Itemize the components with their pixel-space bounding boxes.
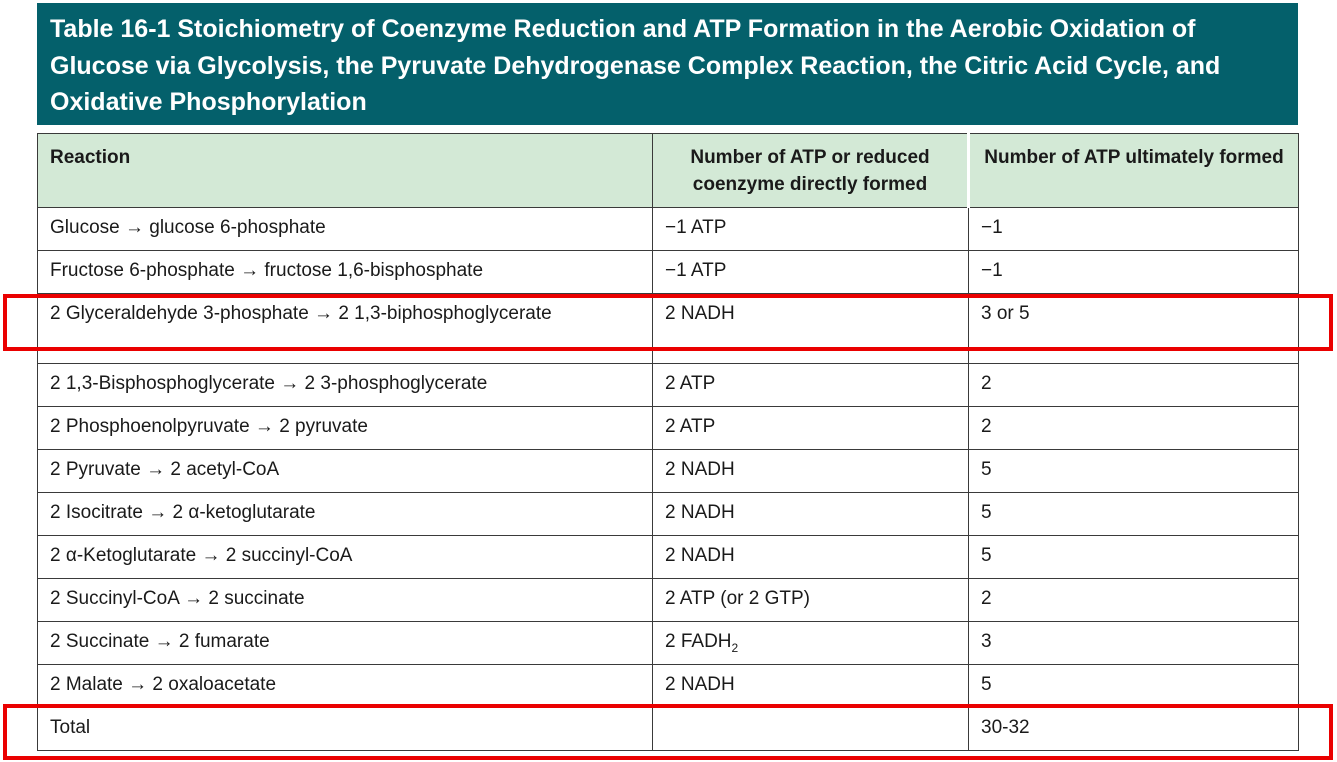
direct-cell: 2 NADH	[652, 664, 969, 708]
reaction-cell: 2 Malate → 2 oxaloacetate	[37, 664, 653, 708]
table-row: 2 Succinyl-CoA → 2 succinate 2 ATP (or 2…	[37, 578, 1299, 622]
fadh-text: 2 FADH	[665, 631, 732, 652]
ultimate-cell: 3 or 5	[968, 293, 1299, 364]
reaction-cell: 2 Phosphoenolpyruvate → 2 pyruvate	[37, 406, 653, 450]
header-reaction: Reaction	[37, 133, 653, 208]
table-row: Fructose 6-phosphate → fructose 1,6-bisp…	[37, 250, 1299, 294]
reaction-cell: 2 Succinyl-CoA → 2 succinate	[37, 578, 653, 622]
ultimate-cell: 5	[968, 664, 1299, 708]
reaction-cell: 2 Pyruvate → 2 acetyl-CoA	[37, 449, 653, 493]
ultimate-cell: 3	[968, 621, 1299, 665]
direct-cell: 2 ATP	[652, 363, 969, 407]
direct-cell: 2 FADH2	[652, 621, 969, 665]
table-row: 2 Isocitrate → 2 α-ketoglutarate 2 NADH …	[37, 492, 1299, 536]
total-value: 30-32	[968, 707, 1299, 751]
table-row: 2 1,3-Bisphosphoglycerate → 2 3-phosphog…	[37, 363, 1299, 407]
fadh-subscript: 2	[731, 640, 739, 655]
table-row: 2 Phosphoenolpyruvate → 2 pyruvate 2 ATP…	[37, 406, 1299, 450]
header-row: Reaction Number of ATP or reduced coenzy…	[37, 133, 1299, 208]
table-row: 2 Glyceraldehyde 3-phosphate → 2 1,3-bip…	[37, 293, 1299, 364]
header-direct-formed: Number of ATP or reduced coenzyme direct…	[652, 133, 969, 208]
table-row: 2 Pyruvate → 2 acetyl-CoA 2 NADH 5	[37, 449, 1299, 493]
reaction-cell: 2 Glyceraldehyde 3-phosphate → 2 1,3-bip…	[37, 293, 653, 364]
reaction-cell: 2 1,3-Bisphosphoglycerate → 2 3-phosphog…	[37, 363, 653, 407]
ultimate-cell: 5	[968, 492, 1299, 536]
ultimate-cell: 5	[968, 535, 1299, 579]
direct-cell: 2 NADH	[652, 535, 969, 579]
reaction-cell: Fructose 6-phosphate → fructose 1,6-bisp…	[37, 250, 653, 294]
direct-cell: 2 NADH	[652, 492, 969, 536]
direct-cell: −1 ATP	[652, 250, 969, 294]
table-title: Table 16-1 Stoichiometry of Coenzyme Red…	[37, 3, 1298, 125]
table-row: 2 Malate → 2 oxaloacetate 2 NADH 5	[37, 664, 1299, 708]
ultimate-cell: −1	[968, 207, 1299, 251]
direct-cell: 2 ATP (or 2 GTP)	[652, 578, 969, 622]
reaction-cell: 2 α-Ketoglutarate → 2 succinyl-CoA	[37, 535, 653, 579]
total-label: Total	[37, 707, 653, 751]
table-row: 2 α-Ketoglutarate → 2 succinyl-CoA 2 NAD…	[37, 535, 1299, 579]
total-direct-cell	[652, 707, 969, 751]
stoichiometry-table: Reaction Number of ATP or reduced coenzy…	[37, 133, 1299, 751]
ultimate-cell: 5	[968, 449, 1299, 493]
reaction-cell: 2 Succinate → 2 fumarate	[37, 621, 653, 665]
ultimate-cell: 2	[968, 363, 1299, 407]
table-row: 2 Succinate → 2 fumarate 2 FADH2 3	[37, 621, 1299, 665]
reaction-cell: Glucose → glucose 6-phosphate	[37, 207, 653, 251]
direct-cell: 2 ATP	[652, 406, 969, 450]
reaction-cell: 2 Isocitrate → 2 α-ketoglutarate	[37, 492, 653, 536]
total-row: Total 30-32	[37, 707, 1299, 751]
direct-cell: −1 ATP	[652, 207, 969, 251]
ultimate-cell: 2	[968, 578, 1299, 622]
direct-cell: 2 NADH	[652, 293, 969, 364]
ultimate-cell: −1	[968, 250, 1299, 294]
direct-cell: 2 NADH	[652, 449, 969, 493]
header-ultimately-formed: Number of ATP ultimately formed	[967, 133, 1299, 208]
table-row: Glucose → glucose 6-phosphate −1 ATP −1	[37, 207, 1299, 251]
ultimate-cell: 2	[968, 406, 1299, 450]
